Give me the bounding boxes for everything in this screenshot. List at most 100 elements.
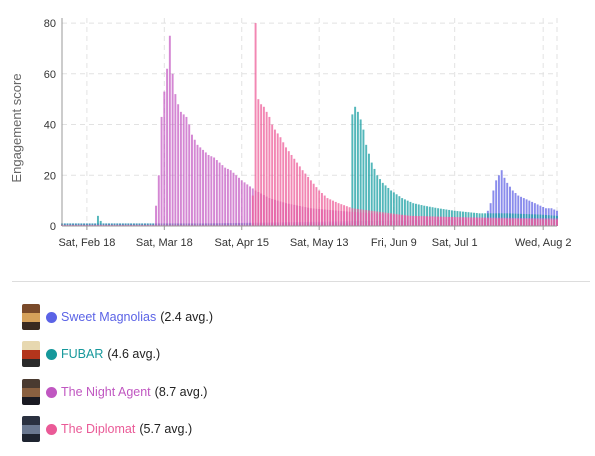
legend-item-the-diplomat[interactable]: The Diplomat (5.7 avg.): [22, 416, 192, 442]
bar-the-diplomat: [343, 205, 346, 226]
bar-the-diplomat: [550, 219, 553, 226]
poster-band-middle: [22, 388, 40, 397]
legend-title[interactable]: FUBAR: [61, 347, 104, 361]
bar-the-diplomat: [318, 190, 321, 226]
bar-the-diplomat: [542, 219, 545, 226]
bar-the-diplomat: [514, 218, 517, 226]
bar-fubar: [356, 111, 359, 226]
bar-the-diplomat: [445, 216, 448, 226]
bar-the-diplomat: [533, 219, 536, 226]
bar-sweet-magnolias: [509, 186, 511, 226]
bar-sweet-magnolias: [522, 198, 525, 226]
legend-item-sweet-magnolias[interactable]: Sweet Magnolias (2.4 avg.): [22, 304, 213, 330]
chart-bars: [61, 23, 558, 227]
bar-the-diplomat: [304, 173, 307, 226]
bar-the-diplomat: [384, 212, 387, 226]
bar-the-diplomat: [417, 216, 420, 226]
bar-the-diplomat: [373, 211, 376, 226]
y-axis-label: Engagement score: [9, 73, 24, 182]
bar-the-diplomat: [285, 147, 287, 226]
poster-thumbnail: [22, 341, 40, 367]
bar-fubar: [99, 220, 102, 226]
x-tick-label: Fri, Jun 9: [371, 237, 417, 249]
bar-the-diplomat: [442, 216, 445, 226]
x-tick-label: Sat, Feb 18: [58, 237, 115, 249]
bar-the-night-agent: [188, 124, 191, 226]
bar-the-diplomat: [315, 187, 318, 226]
bar-the-diplomat: [401, 214, 404, 226]
bar-the-diplomat: [367, 210, 370, 226]
bar-the-diplomat: [497, 218, 500, 226]
bar-fubar: [387, 187, 390, 226]
bar-the-diplomat: [511, 218, 514, 226]
bar-the-diplomat: [414, 216, 417, 226]
bar-the-diplomat: [298, 166, 301, 226]
bar-the-night-agent: [155, 205, 157, 226]
bar-fubar: [412, 203, 415, 226]
legend-item-fubar[interactable]: FUBAR (4.6 avg.): [22, 341, 160, 367]
bar-fubar: [401, 198, 404, 226]
bar-the-diplomat: [359, 209, 362, 226]
bar-the-diplomat: [434, 216, 437, 226]
y-tick-label: 60: [44, 69, 56, 81]
x-tick-label: Sat, Mar 18: [136, 237, 193, 249]
bar-the-diplomat: [509, 218, 511, 226]
bar-fubar: [376, 175, 379, 226]
bar-the-night-agent: [232, 172, 235, 226]
bar-fubar: [390, 190, 393, 226]
legend-average: (2.4 avg.): [160, 310, 214, 324]
bar-the-diplomat: [539, 219, 542, 226]
bar-the-night-agent: [182, 114, 185, 226]
bar-fubar: [384, 185, 387, 226]
bar-the-diplomat: [323, 195, 326, 226]
bar-the-night-agent: [163, 91, 166, 226]
bar-the-diplomat: [354, 208, 357, 226]
bar-the-diplomat: [520, 218, 523, 226]
y-tick-label: 20: [44, 170, 56, 182]
bar-the-diplomat: [437, 216, 440, 226]
legend-title[interactable]: Sweet Magnolias: [61, 310, 157, 324]
bar-the-diplomat: [345, 206, 348, 226]
bar-the-diplomat: [309, 180, 312, 226]
bar-fubar: [351, 114, 354, 226]
x-tick-label: Wed, Aug 2: [515, 237, 572, 249]
bar-the-diplomat: [426, 216, 428, 226]
bar-the-diplomat: [262, 106, 265, 226]
bar-the-diplomat: [420, 216, 423, 226]
legend-title[interactable]: The Night Agent: [61, 385, 151, 399]
bar-the-diplomat: [450, 217, 453, 226]
legend-title[interactable]: The Diplomat: [61, 422, 136, 436]
bar-sweet-magnolias: [492, 190, 495, 226]
bar-the-diplomat: [287, 151, 290, 226]
poster-band-middle: [22, 350, 40, 359]
bar-fubar: [367, 153, 370, 226]
bar-the-diplomat: [531, 219, 534, 226]
bar-the-diplomat: [273, 129, 276, 226]
bar-fubar: [423, 205, 426, 226]
bar-fubar: [365, 144, 368, 226]
bar-the-night-agent: [249, 186, 252, 226]
bar-the-diplomat: [329, 199, 332, 226]
bar-fubar: [395, 194, 398, 226]
bar-fubar: [379, 179, 381, 226]
legend-item-the-night-agent[interactable]: The Night Agent (8.7 avg.): [22, 379, 207, 405]
bar-the-night-agent: [218, 162, 221, 226]
bar-the-diplomat: [462, 217, 464, 226]
legend-divider: [12, 281, 590, 282]
bar-the-diplomat: [495, 218, 498, 226]
poster-thumbnail: [22, 416, 40, 442]
bar-fubar: [359, 119, 362, 226]
bar-the-diplomat: [406, 215, 409, 226]
bar-the-diplomat: [395, 214, 398, 226]
bar-the-diplomat: [556, 219, 558, 226]
poster-band-top: [22, 341, 40, 350]
bar-the-diplomat: [290, 154, 293, 226]
bar-the-diplomat: [403, 215, 406, 226]
bar-fubar: [403, 199, 406, 226]
bar-the-diplomat: [268, 116, 271, 226]
bar-sweet-magnolias: [506, 182, 509, 226]
bar-the-night-agent: [179, 111, 182, 226]
bar-the-diplomat: [492, 218, 495, 226]
poster-band-bottom: [22, 434, 40, 442]
bar-the-diplomat: [276, 133, 279, 226]
